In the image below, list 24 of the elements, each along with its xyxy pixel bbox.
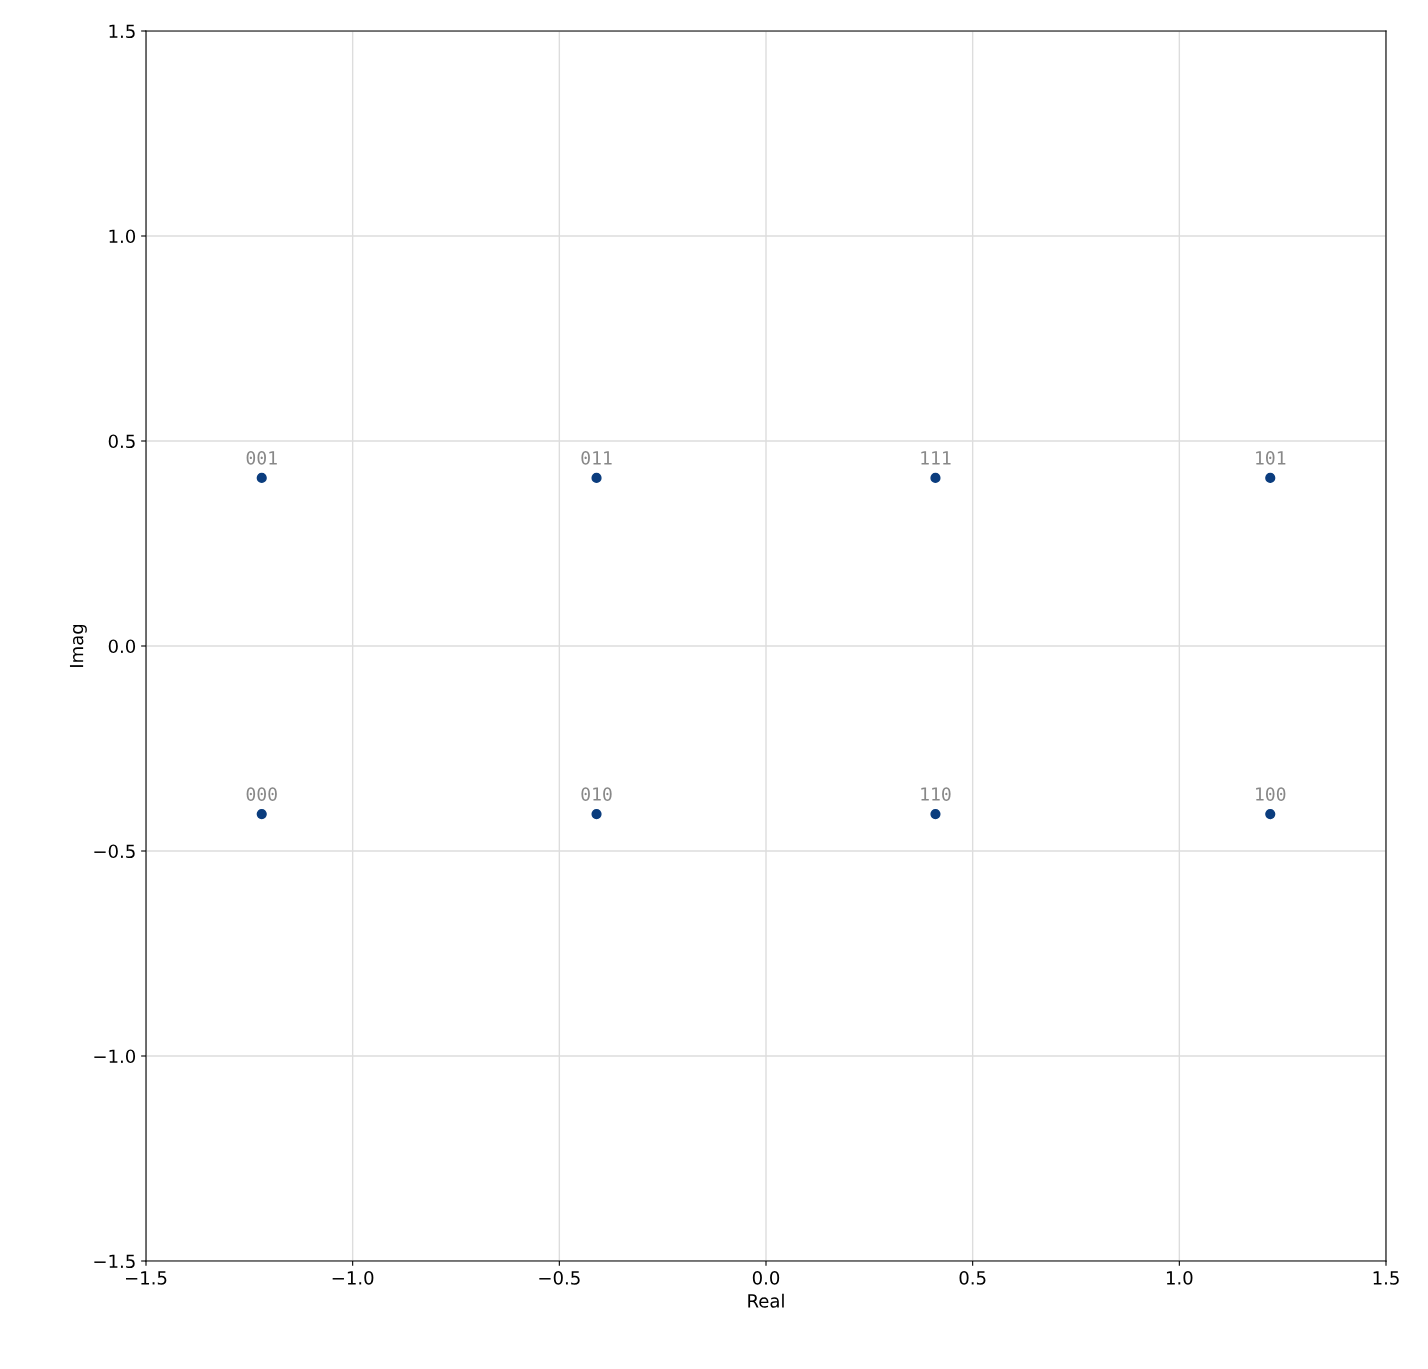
y-tick-label: 0.5	[108, 434, 135, 449]
y-axis-title: Imag	[69, 624, 87, 667]
annotation: 101	[1256, 451, 1286, 465]
annotation: 000	[246, 787, 277, 801]
y-tick-label: −0.5	[94, 844, 135, 859]
annotation: 010	[581, 787, 612, 801]
y-tick-label: −1.0	[94, 1049, 136, 1064]
annotation: 011	[581, 451, 612, 465]
annotation: 111	[921, 451, 951, 465]
x-tick-label: 0.0	[752, 1271, 780, 1285]
x-tick-label: 1.5	[1373, 1271, 1399, 1285]
y-tick-label: −1.5	[94, 1254, 135, 1269]
x-tick-label: 1.0	[1166, 1271, 1193, 1285]
x-tick-label: −0.5	[539, 1271, 580, 1285]
annotation: 100	[1256, 787, 1286, 801]
y-tick-label: 0.0	[108, 639, 136, 654]
x-axis-title: Real	[748, 1293, 784, 1308]
annotation: 110	[921, 787, 951, 801]
x-tick-label: 0.5	[959, 1271, 986, 1285]
annotation: 001	[246, 451, 277, 465]
y-tick-label: 1.5	[109, 24, 135, 39]
y-tick-label: 1.0	[109, 229, 136, 244]
x-tick-label: −1.5	[125, 1271, 167, 1285]
x-tick-label: −1.0	[332, 1271, 374, 1285]
